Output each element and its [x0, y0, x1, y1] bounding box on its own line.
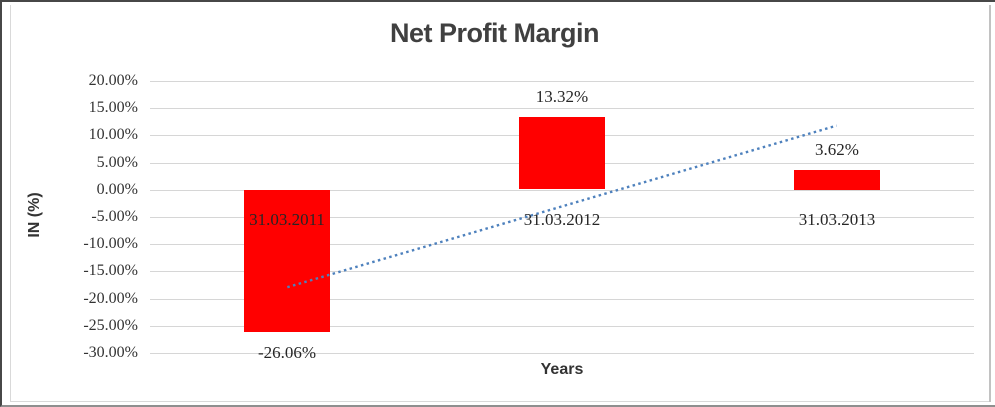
gridline	[150, 81, 974, 82]
y-tick-label: 0.00%	[96, 181, 138, 198]
y-tick-label: 20.00%	[88, 72, 138, 89]
y-tick-label: 5.00%	[96, 154, 138, 171]
gridline	[150, 353, 974, 354]
chart-frame-bottom	[10, 401, 990, 402]
y-tick-label: 15.00%	[88, 99, 138, 116]
gridline	[150, 108, 974, 109]
chart-frame-right	[989, 5, 991, 402]
category-label: 31.03.2013	[798, 210, 876, 229]
gridline	[150, 326, 974, 327]
y-tick-label: -30.00%	[83, 344, 138, 361]
chart-title: Net Profit Margin	[389, 18, 600, 48]
y-tick-label: 10.00%	[88, 126, 138, 143]
x-axis-title: Years	[540, 361, 584, 378]
bar-data-label: 13.32%	[535, 87, 589, 106]
y-tick-label: -20.00%	[83, 290, 138, 307]
bar-data-label: 3.62%	[815, 140, 859, 159]
category-label: 31.03.2012	[523, 210, 601, 229]
chart-frame-left	[10, 5, 11, 402]
y-tick-label: -25.00%	[83, 317, 138, 334]
y-tick-label: -5.00%	[91, 208, 138, 225]
bar	[794, 170, 880, 190]
gridline	[150, 299, 974, 300]
bar-data-label: -26.06%	[257, 343, 317, 362]
y-tick-label: -15.00%	[83, 262, 138, 279]
y-axis-title: IN (%)	[26, 192, 43, 238]
y-tick-label: -10.00%	[83, 235, 138, 252]
category-label: 31.03.2011	[249, 210, 325, 229]
bar	[519, 117, 605, 189]
